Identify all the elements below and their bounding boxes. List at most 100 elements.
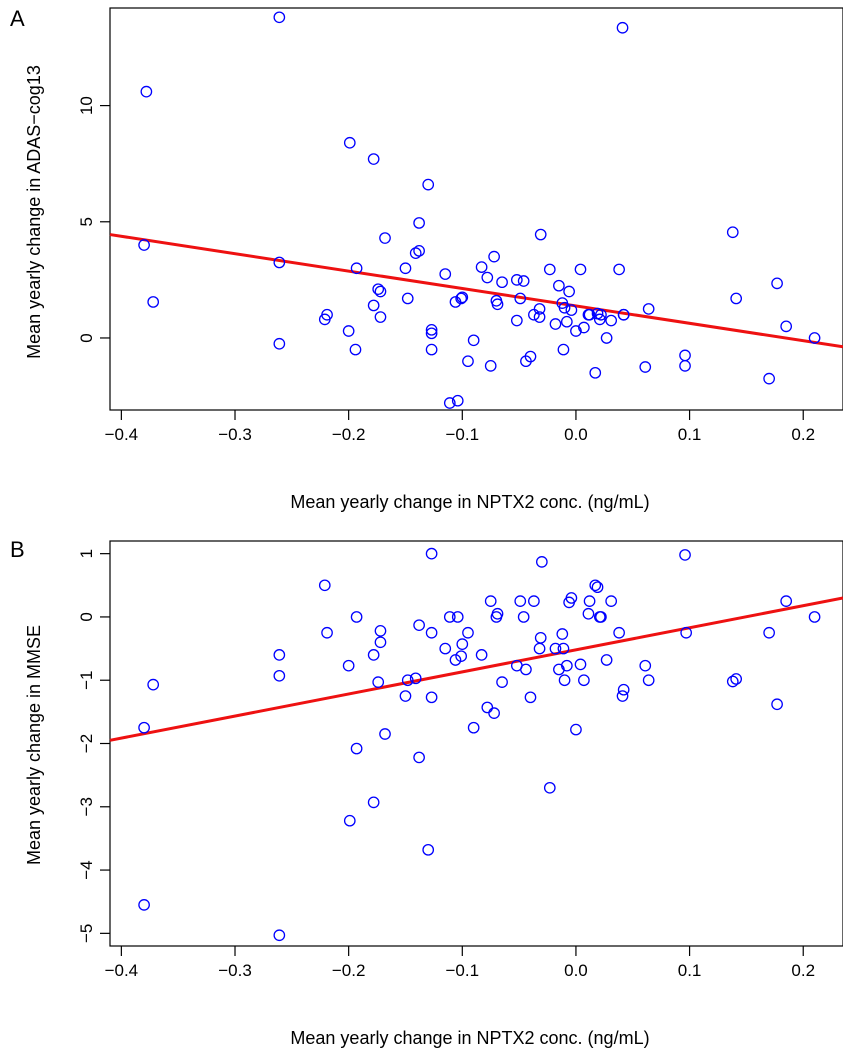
panel-b-y-tick-label: −4 [77,860,96,879]
panel-a-data-point [367,299,380,312]
panel-a-data-point [425,343,438,356]
panel-a-data-point [372,283,385,296]
panel-a-data-point [578,321,590,334]
panel-b-data-point [533,642,546,655]
panel-b-data-point [443,611,456,623]
panel-b-data-point [617,683,630,696]
panel-a-data-point [510,314,523,327]
panel-a-data-point [374,311,387,323]
panel-a-data-point [343,136,356,149]
panel-b-data-point [680,626,693,639]
panel-b-data-point [771,698,783,711]
panel-a-data-point [583,308,596,321]
panel-b-data-point [413,751,425,764]
panel-a-data-point [462,355,474,368]
panel-b-data-point [372,676,385,688]
panel-b-letter: B [10,537,25,562]
panel-a-data-points [138,11,821,409]
panel-b-data-point [582,607,595,620]
panel-a-data-point [730,292,743,305]
panel-b-data-point [595,611,607,623]
panel-a-data-point [565,304,578,316]
panel-b-data-point [462,626,474,639]
panel-b-data-point [138,721,150,734]
panel-b-data-point [591,581,604,594]
panel-b-data-point [343,814,356,827]
panel-b-data-point [488,707,500,719]
panel-a-x-axis-title: Mean yearly change in NPTX2 conc. (ng/mL… [290,492,649,512]
panel-b-data-point [449,654,462,666]
panel-b-data-point [451,611,464,623]
panel-b-data-point [679,549,691,561]
panel-b-data-point [524,691,537,704]
panel-a-data-point [379,232,391,244]
panel-b-data-point [374,625,387,637]
panel-a-x-tick-label: 0.0 [564,425,588,444]
panel-a-data-point [808,332,821,344]
panel-a-data-point [409,247,422,260]
panel-b-data-point [491,607,504,620]
panel-b-x-axis: −0.4 −0.3 −0.2 −0.1 0.0 0.1 0.2 [105,946,815,980]
panel-a-data-point [496,276,508,289]
panel-b-data-point [425,691,438,704]
panel-a-data-point [613,263,625,276]
panel-a-data-point [642,303,655,315]
panel-a-data-point [455,292,468,305]
panel-a-data-point [475,261,488,273]
panel-b-data-point [401,674,414,687]
panel-b-data-point [273,929,286,942]
panel-a: A −0.4 −0.3 −0.2 −0.1 0.0 0.1 0.2 0 5 10 Mean ye… [10,6,843,512]
panel-a-data-point [425,323,438,336]
panel-a-data-point [514,292,527,305]
panel-a-data-point [780,320,793,333]
panel-b-data-point [342,659,355,672]
panel-b-data-point [520,663,532,676]
panel-a-data-point [140,85,153,98]
panel-a-data-point [600,332,613,344]
panel-a-data-point [534,228,547,241]
panel-b-data-point [350,611,363,623]
panel-a-x-tick-label: −0.2 [332,425,366,444]
panel-b-data-point [422,843,435,856]
panel-a-data-point [574,263,587,276]
panel-b-data-point [616,690,629,702]
panel-a-data-point [401,292,414,305]
panel-b-y-tick-label: −1 [77,671,96,690]
panel-b-x-tick-label: −0.4 [105,961,139,980]
panel-a-data-point [560,315,573,328]
panel-b-regression-line [109,596,843,742]
panel-b-x-tick-label: −0.2 [332,961,366,980]
panel-b-data-point [543,781,556,794]
panel-b-data-point [379,728,391,740]
panel-b-data-point [514,595,527,607]
panel-a-data-point [639,361,652,373]
panel-b-data-point [350,742,363,755]
panel-a-plot-frame [109,7,843,411]
panel-a-data-point [510,274,523,286]
panel-a-data-point [342,325,355,337]
panel-a-data-point [374,285,387,298]
panel-a-data-point [595,308,607,321]
panel-a-data-point [570,325,582,337]
panel-a-y-tick-label: 0 [77,333,96,342]
panel-b-data-point [409,672,422,685]
panel-b-data-point [374,636,387,649]
panel-b-data-point [481,701,494,714]
panel-b-data-point [613,626,625,639]
panel-b-data-point [642,674,655,687]
panel-b-data-point [556,628,569,640]
panel-a-data-point [553,279,565,292]
panel-b-data-point [578,674,590,687]
panel-a-data-point [443,397,456,409]
panel-a-data-point [726,226,739,239]
panel-a-x-tick-label: 0.1 [678,425,702,444]
panel-a-data-point [563,285,575,298]
panel-b-data-point [273,669,286,682]
panel-b-data-point [467,721,480,734]
panel-b-x-axis-title: Mean yearly change in NPTX2 conc. (ng/mL… [290,1028,649,1048]
panel-b-data-point [475,649,488,661]
panel-a-data-point [763,372,775,385]
panel-b-x-tick-label: −0.1 [446,961,480,980]
panel-b-data-point [763,626,775,639]
panel-b: B −0.4 −0.3 −0.2 −0.1 0.0 0.1 0.2 −5 −4 −3 −2 −1 0 1… [10,537,843,1048]
